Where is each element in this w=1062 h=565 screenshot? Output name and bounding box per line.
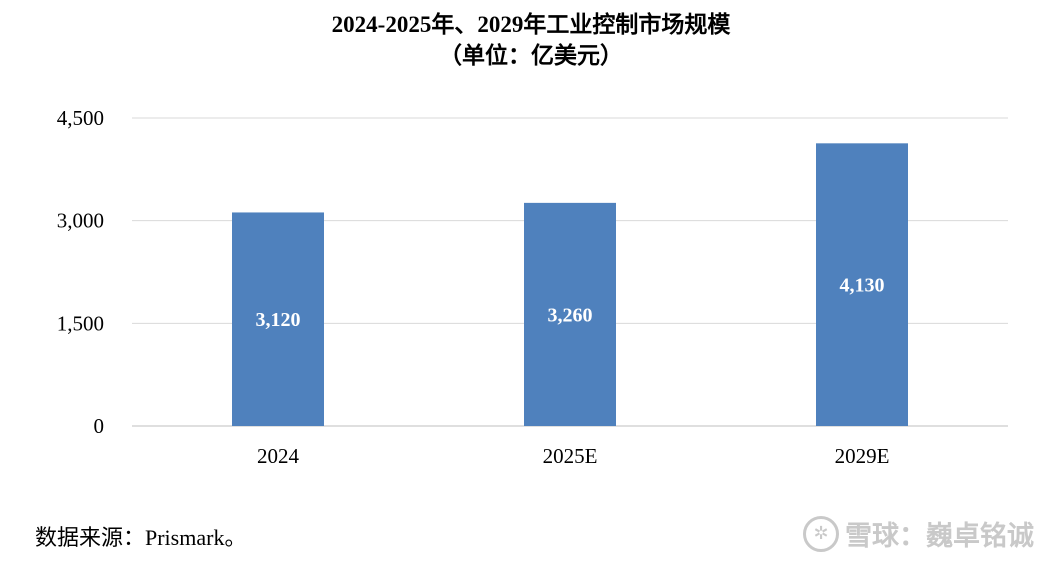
data-label: 3,260	[548, 304, 593, 326]
y-tick-label: 3,000	[57, 209, 104, 233]
bar	[524, 202, 616, 426]
chart-subtitle: （单位：亿美元）	[439, 43, 623, 68]
y-tick-label: 0	[94, 414, 105, 438]
y-tick-label: 4,500	[57, 106, 104, 130]
chart-title-block: 2024-2025年、2029年工业控制市场规模 （单位：亿美元）	[0, 10, 1062, 72]
source-note: 数据来源：Prismark。	[35, 525, 247, 550]
x-tick-label: 2025E	[543, 444, 598, 468]
watermark-text: 雪球：巍卓铭诚	[845, 521, 1034, 552]
snowball-logo-icon: ✲	[803, 515, 839, 552]
chart-title: 2024-2025年、2029年工业控制市场规模	[331, 12, 731, 37]
x-tick-label: 2024	[257, 444, 300, 468]
data-label: 3,120	[256, 309, 301, 331]
y-tick-label: 1,500	[57, 311, 104, 335]
bar	[232, 212, 324, 426]
x-tick-label: 2029E	[835, 444, 890, 468]
data-label: 4,130	[840, 275, 885, 297]
watermark: ✲ 雪球：巍卓铭诚	[803, 514, 1034, 553]
bar	[816, 143, 908, 426]
